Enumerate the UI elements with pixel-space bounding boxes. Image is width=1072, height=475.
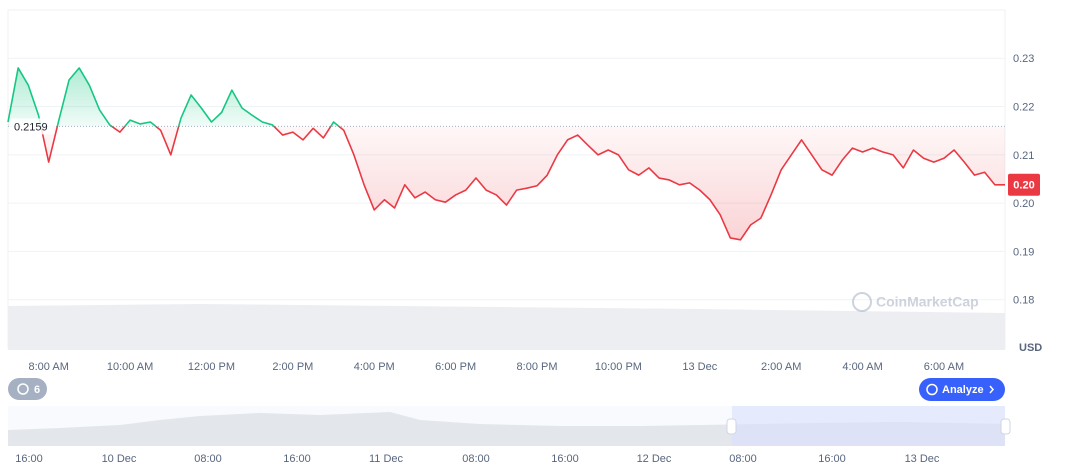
x-tick-label: 10:00 PM: [595, 361, 642, 373]
y-tick-label: 0.21: [1013, 150, 1034, 162]
badge-icon: [17, 383, 29, 395]
navigator-label: 08:00: [462, 453, 490, 465]
navigator-label: 13 Dec: [905, 453, 940, 465]
navigator-label: 16:00: [15, 453, 43, 465]
watermark-text: CoinMarketCap: [876, 294, 979, 310]
x-tick-label: 10:00 AM: [107, 361, 153, 373]
y-tick-label: 0.18: [1013, 295, 1034, 307]
navigator-label: 10 Dec: [102, 453, 137, 465]
x-tick-label: 6:00 PM: [435, 361, 476, 373]
x-tick-label: 8:00 AM: [29, 361, 69, 373]
x-tick-label: 12:00 PM: [188, 361, 235, 373]
button-bg: [919, 378, 1005, 401]
baseline-label: 0.2159: [14, 121, 48, 133]
volume-band: [8, 304, 1005, 350]
last-price-marker: [1008, 173, 1040, 196]
navigator[interactable]: [8, 406, 1011, 446]
navigator-handle[interactable]: [1000, 418, 1011, 435]
navigator-label: 11 Dec: [369, 453, 404, 465]
x-tick-label: 4:00 AM: [842, 361, 882, 373]
y-tick-label: 0.23: [1013, 53, 1034, 65]
last-price-label: 0.20: [1013, 180, 1034, 192]
y-tick-label: 0.19: [1013, 246, 1034, 258]
baseline-label-bg: [10, 118, 54, 135]
navigator-selection[interactable]: [732, 406, 1005, 446]
navigator-label: 16:00: [818, 453, 846, 465]
price-line: [7, 67, 1005, 241]
badge-count: 6: [34, 384, 40, 396]
currency-label: USD: [1019, 342, 1042, 354]
navigator-label: 08:00: [729, 453, 757, 465]
price-area: [8, 67, 1005, 240]
x-tick-label: 2:00 PM: [272, 361, 313, 373]
navigator-label: 12 Dec: [637, 453, 672, 465]
analyze-button[interactable]: Analyze: [919, 378, 1005, 401]
x-tick-label: 13 Dec: [682, 361, 717, 373]
button-text: Analyze: [942, 384, 984, 396]
navigator-label: 08:00: [194, 453, 222, 465]
y-tick-label: 0.22: [1013, 101, 1034, 113]
x-tick-label: 6:00 AM: [924, 361, 964, 373]
watermark: CoinMarketCap: [852, 292, 979, 312]
navigator-label: 16:00: [551, 453, 579, 465]
x-tick-label: 4:00 PM: [354, 361, 395, 373]
x-tick-label: 8:00 PM: [517, 361, 558, 373]
x-tick-label: 2:00 AM: [761, 361, 801, 373]
button-icon: [926, 383, 938, 396]
button-chevron: [989, 385, 994, 394]
navigator-label: 16:00: [283, 453, 311, 465]
y-tick-label: 0.20: [1013, 198, 1034, 210]
history-badge[interactable]: 6: [8, 378, 47, 400]
navigator-handle[interactable]: [726, 418, 737, 435]
